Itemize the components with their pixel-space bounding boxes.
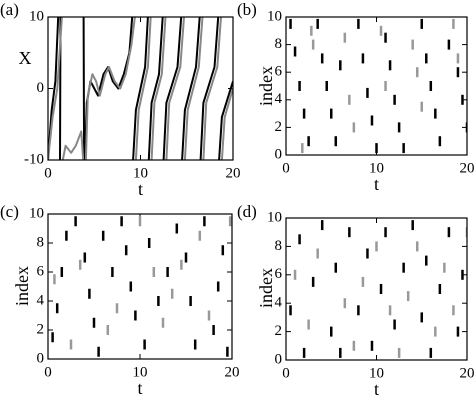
x-axis-label: t bbox=[138, 179, 143, 199]
x-tick-label: 0 bbox=[282, 160, 290, 176]
panel-label: (d) bbox=[237, 202, 257, 221]
y-tick-label: 6 bbox=[37, 263, 45, 279]
y-axis-label: index bbox=[256, 268, 276, 308]
x-tick-label: 10 bbox=[133, 165, 148, 181]
x-tick-label: 10 bbox=[369, 365, 384, 381]
x-tick-label: 0 bbox=[44, 165, 52, 181]
plot-area bbox=[289, 18, 467, 154]
y-tick-label: 0 bbox=[37, 350, 45, 366]
panel-label: (a) bbox=[0, 0, 19, 19]
y-tick-label: 10 bbox=[29, 8, 44, 24]
plot-frame bbox=[285, 217, 468, 361]
y-tick-label: 4 bbox=[275, 91, 283, 107]
plot-area bbox=[48, 17, 233, 160]
plot-area bbox=[289, 220, 467, 358]
y-tick-label: 8 bbox=[275, 238, 283, 254]
x-tick-label: 20 bbox=[460, 365, 474, 381]
x-tick-label: 20 bbox=[460, 160, 474, 176]
x-axis-label: t bbox=[137, 378, 142, 398]
plot-frame bbox=[47, 213, 233, 360]
y-tick-label: 10 bbox=[267, 8, 282, 24]
plot-frame bbox=[47, 16, 234, 161]
y-tick-label: 2 bbox=[275, 119, 283, 135]
y-tick-label: 0 bbox=[275, 351, 283, 367]
x-axis-label: t bbox=[374, 379, 379, 399]
panel-label: (c) bbox=[0, 202, 19, 221]
data-line bbox=[48, 17, 233, 160]
y-tick-label: 10 bbox=[267, 209, 282, 225]
y-tick-label: 2 bbox=[275, 323, 283, 339]
y-tick-label: 6 bbox=[275, 266, 283, 282]
y-axis-label: index bbox=[12, 266, 32, 306]
y-axis-label: index bbox=[256, 66, 276, 106]
y-tick-label: 0 bbox=[275, 146, 283, 162]
x-axis-label: t bbox=[374, 174, 379, 194]
x-tick-label: 20 bbox=[225, 364, 240, 380]
y-tick-label: 8 bbox=[37, 234, 45, 250]
data-line bbox=[48, 17, 233, 160]
x-tick-label: 0 bbox=[44, 364, 52, 380]
y-tick-label: 8 bbox=[275, 36, 283, 52]
x-tick-label: 10 bbox=[369, 160, 384, 176]
x-tick-label: 20 bbox=[226, 165, 241, 181]
x-tick-label: 0 bbox=[282, 365, 290, 381]
y-tick-label: 10 bbox=[29, 205, 44, 221]
plot-area bbox=[51, 216, 232, 357]
y-axis-label: X bbox=[19, 48, 32, 68]
panel-label: (b) bbox=[237, 0, 257, 19]
y-tick-label: 4 bbox=[275, 295, 283, 311]
plot-frame bbox=[285, 16, 468, 156]
y-tick-label: 4 bbox=[37, 292, 45, 308]
y-tick-label: -10 bbox=[24, 151, 44, 167]
x-tick-label: 10 bbox=[133, 364, 148, 380]
y-tick-label: 6 bbox=[275, 64, 283, 80]
y-tick-label: 0 bbox=[37, 80, 45, 96]
y-tick-label: 2 bbox=[37, 321, 45, 337]
